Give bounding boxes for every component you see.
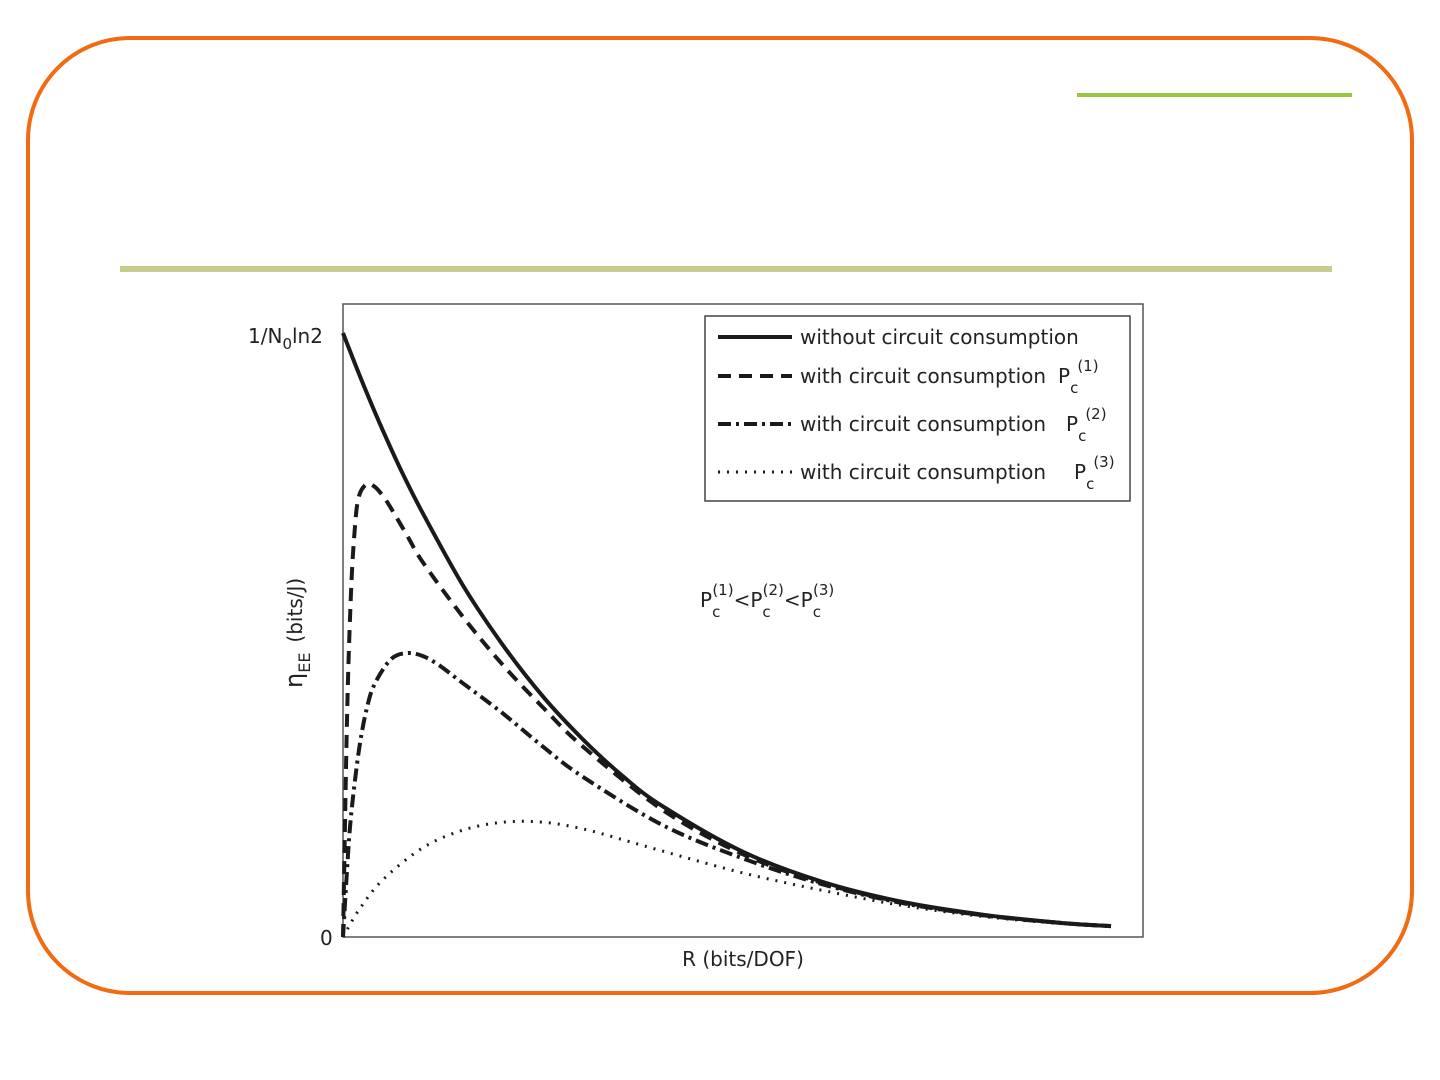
accent-line bbox=[1077, 93, 1352, 97]
slide-frame bbox=[26, 36, 1414, 995]
x-axis-label: R (bits/DOF) bbox=[682, 947, 804, 971]
legend-label-3: with circuit consumption bbox=[800, 412, 1046, 436]
legend: without circuit consumption with circuit… bbox=[704, 315, 1131, 502]
legend-label-2: with circuit consumption bbox=[800, 364, 1046, 388]
title-rule bbox=[120, 266, 1332, 272]
y-axis-symbol: η bbox=[280, 673, 308, 688]
y-tick-bottom-label: 0 bbox=[320, 926, 333, 950]
legend-label-4: with circuit consumption bbox=[800, 460, 1046, 484]
y-tick-top-label: 1/N0ln2 bbox=[248, 324, 323, 353]
series-line-dashdot bbox=[341, 651, 1112, 938]
y-axis-label: ηEE (bits/J) bbox=[280, 578, 314, 688]
pc-ordering-annotation: Pc(1)<Pc(2)<Pc(3) bbox=[700, 581, 834, 621]
y-axis-unit: (bits/J) bbox=[283, 578, 307, 643]
legend-label-1: without circuit consumption bbox=[800, 325, 1079, 349]
series-line-dotted bbox=[341, 819, 1112, 938]
svg-text:ηEE(bits/J): ηEE (bits/J) bbox=[280, 578, 314, 688]
series-layer bbox=[341, 332, 1112, 938]
legend-box bbox=[704, 315, 1131, 502]
y-axis-subscript: EE bbox=[295, 653, 314, 673]
